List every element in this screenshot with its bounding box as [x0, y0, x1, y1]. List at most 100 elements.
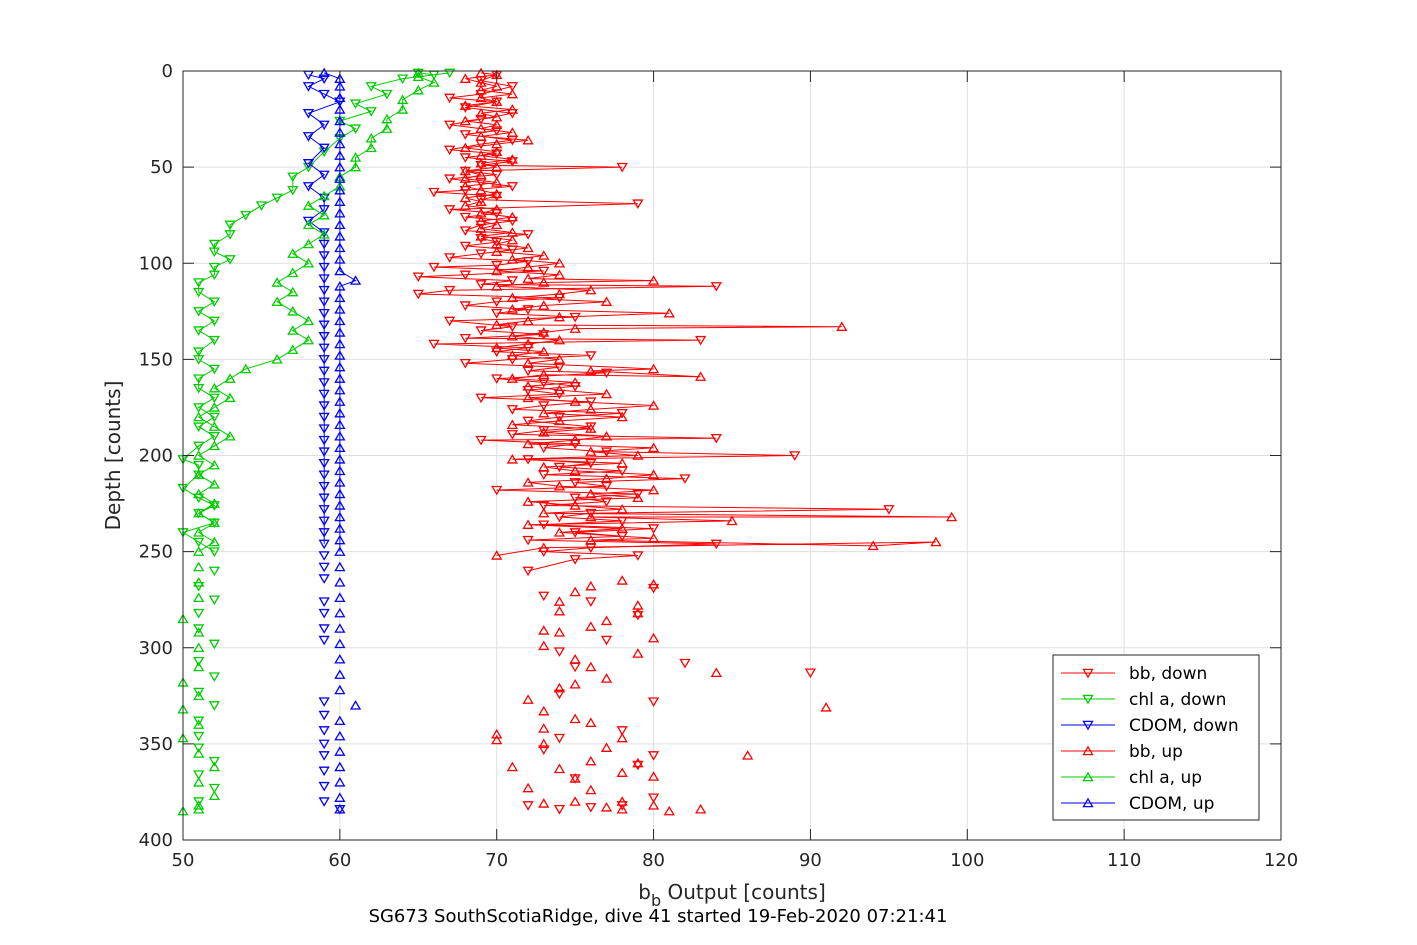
data-point — [334, 511, 346, 522]
data-point — [616, 575, 628, 585]
data-point — [287, 325, 299, 335]
data-point — [318, 726, 330, 736]
data-point — [475, 249, 487, 259]
data-point — [193, 743, 205, 754]
data-point — [318, 262, 330, 273]
data-point — [569, 773, 581, 783]
data-point — [334, 350, 346, 360]
data-point — [302, 159, 315, 169]
data-point — [287, 185, 299, 196]
data-point — [412, 272, 424, 283]
data-point — [349, 152, 362, 162]
data-point — [491, 96, 503, 107]
data-point — [334, 577, 346, 587]
data-point — [475, 157, 487, 168]
data-point — [334, 219, 346, 230]
data-point — [647, 400, 660, 410]
x-tick-label: 110 — [1107, 850, 1141, 871]
data-point — [647, 275, 660, 285]
data-point — [506, 330, 519, 341]
data-point — [506, 211, 519, 222]
data-point — [412, 67, 424, 78]
data-point — [193, 770, 205, 780]
data-point — [334, 373, 346, 383]
data-point — [318, 751, 330, 761]
data-point — [475, 107, 487, 118]
data-point — [365, 132, 377, 143]
data-point — [647, 771, 660, 781]
data-point — [491, 280, 503, 291]
data-point — [459, 165, 471, 176]
data-point — [334, 534, 346, 545]
y-tick-label: 150 — [139, 349, 173, 370]
data-point — [334, 104, 346, 114]
data-point — [569, 528, 581, 538]
data-point — [208, 402, 221, 412]
data-point — [193, 716, 205, 727]
data-point — [491, 319, 503, 330]
y-tick-label: 100 — [139, 253, 173, 274]
data-point — [318, 412, 330, 423]
data-point — [647, 751, 660, 761]
data-point — [208, 432, 221, 442]
data-point — [569, 434, 581, 445]
data-point — [491, 734, 503, 745]
data-point — [318, 190, 330, 201]
data-point — [193, 278, 205, 288]
data-point — [663, 805, 675, 816]
data-point — [318, 766, 330, 777]
data-point — [836, 321, 848, 331]
data-point — [444, 93, 456, 104]
data-point — [600, 742, 613, 752]
data-point — [287, 267, 299, 278]
data-point — [663, 307, 675, 318]
data-point — [334, 776, 346, 787]
data-point — [208, 501, 221, 511]
data-point — [538, 591, 550, 602]
data-point — [569, 653, 581, 664]
data-point — [506, 82, 519, 92]
legend-marker — [1082, 668, 1094, 679]
data-point — [208, 270, 221, 281]
data-point — [553, 462, 566, 473]
data-point — [208, 756, 221, 767]
data-point — [475, 160, 487, 171]
data-point — [475, 92, 487, 103]
data-point — [475, 223, 487, 233]
data-point — [585, 458, 597, 469]
data-point — [193, 627, 205, 637]
data-point — [208, 639, 221, 650]
data-point — [459, 100, 471, 110]
data-point — [334, 488, 346, 499]
data-point — [318, 366, 330, 377]
data-point — [193, 441, 205, 452]
data-point — [475, 231, 487, 241]
data-point — [569, 678, 581, 689]
data-point — [506, 405, 519, 415]
data-point — [412, 289, 424, 300]
data-point — [522, 242, 534, 253]
data-point — [318, 251, 330, 261]
data-point — [193, 355, 205, 365]
data-point — [585, 597, 597, 607]
data-point — [569, 312, 581, 323]
data-point — [600, 388, 613, 399]
data-point — [491, 219, 503, 230]
data-point — [569, 493, 581, 504]
series-5 — [318, 67, 362, 814]
data-point — [444, 174, 456, 184]
data-point — [804, 668, 817, 679]
data-point — [553, 354, 566, 364]
data-point — [428, 187, 440, 198]
legend-entry: bb, down — [1061, 664, 1207, 684]
data-point — [553, 763, 566, 774]
data-point — [334, 327, 346, 337]
data-point — [538, 461, 550, 472]
data-point — [491, 308, 503, 319]
data-point — [334, 607, 346, 618]
data-point — [318, 378, 330, 388]
data-point — [334, 761, 346, 772]
data-point — [585, 661, 597, 672]
data-point — [491, 260, 503, 271]
